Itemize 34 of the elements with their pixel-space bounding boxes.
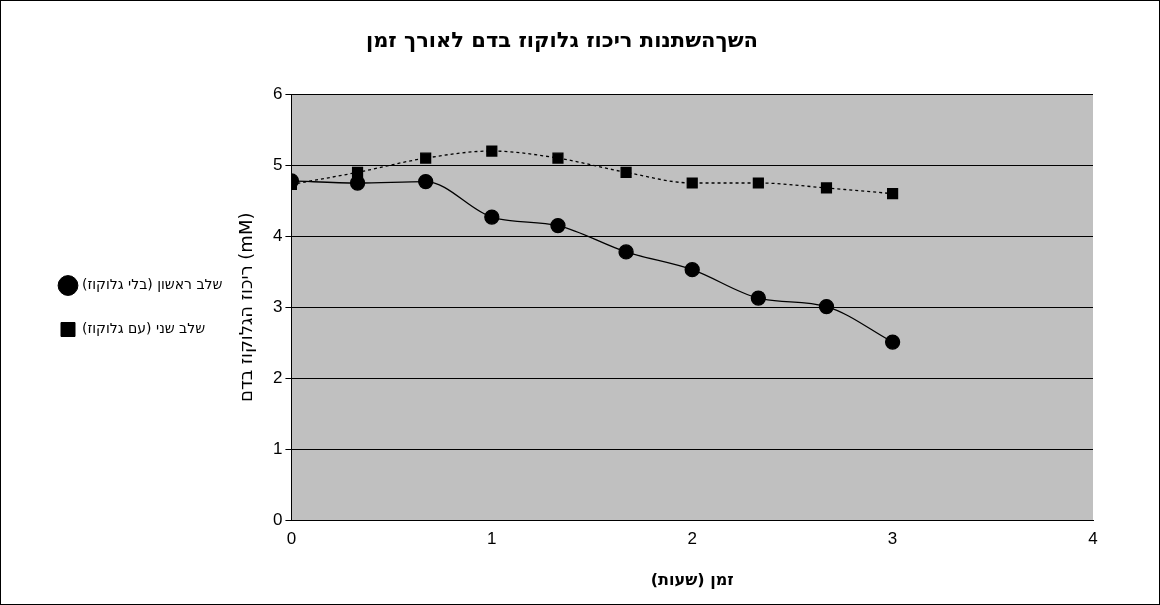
y-tick-label: 1 xyxy=(272,439,283,459)
x-tick-label: 0 xyxy=(286,529,297,549)
y-tick-label: 6 xyxy=(272,83,283,103)
point xyxy=(686,177,698,189)
point xyxy=(887,188,899,200)
legend-label: שלב ראשון (בלי גלוקוז) xyxy=(82,276,223,293)
point xyxy=(620,166,632,178)
point xyxy=(684,262,700,278)
point xyxy=(486,145,498,157)
point xyxy=(820,182,833,194)
point xyxy=(351,166,364,178)
legend-label: שלב שני (עם גלוקוז) xyxy=(82,320,206,337)
x-tick-label: 4 xyxy=(1088,529,1098,549)
chart-title: השךהשתנות ריכוז גלוקוז בדם לאורך זמן xyxy=(365,28,759,53)
y-tick-label: 5 xyxy=(272,154,283,174)
point xyxy=(420,152,432,164)
point xyxy=(552,152,564,164)
point xyxy=(750,290,766,306)
point xyxy=(884,334,901,350)
y-tick-label: 0 xyxy=(272,510,283,530)
point xyxy=(752,177,764,189)
x-tick-label: 3 xyxy=(887,529,898,549)
y-tick-label: 2 xyxy=(272,368,283,388)
point xyxy=(550,217,566,234)
point xyxy=(618,244,634,260)
x-tick-label: 1 xyxy=(487,529,497,549)
y-axis-title: ריכוז הגלוקוז בדם (mM) xyxy=(234,212,256,403)
point xyxy=(484,209,500,225)
x-tick-label: 2 xyxy=(687,529,697,549)
x-axis-title: זמן (שעות) xyxy=(650,569,734,589)
y-tick-label: 3 xyxy=(272,296,283,316)
point xyxy=(818,298,835,315)
y-tick-label: 4 xyxy=(272,225,283,245)
point xyxy=(418,173,434,190)
